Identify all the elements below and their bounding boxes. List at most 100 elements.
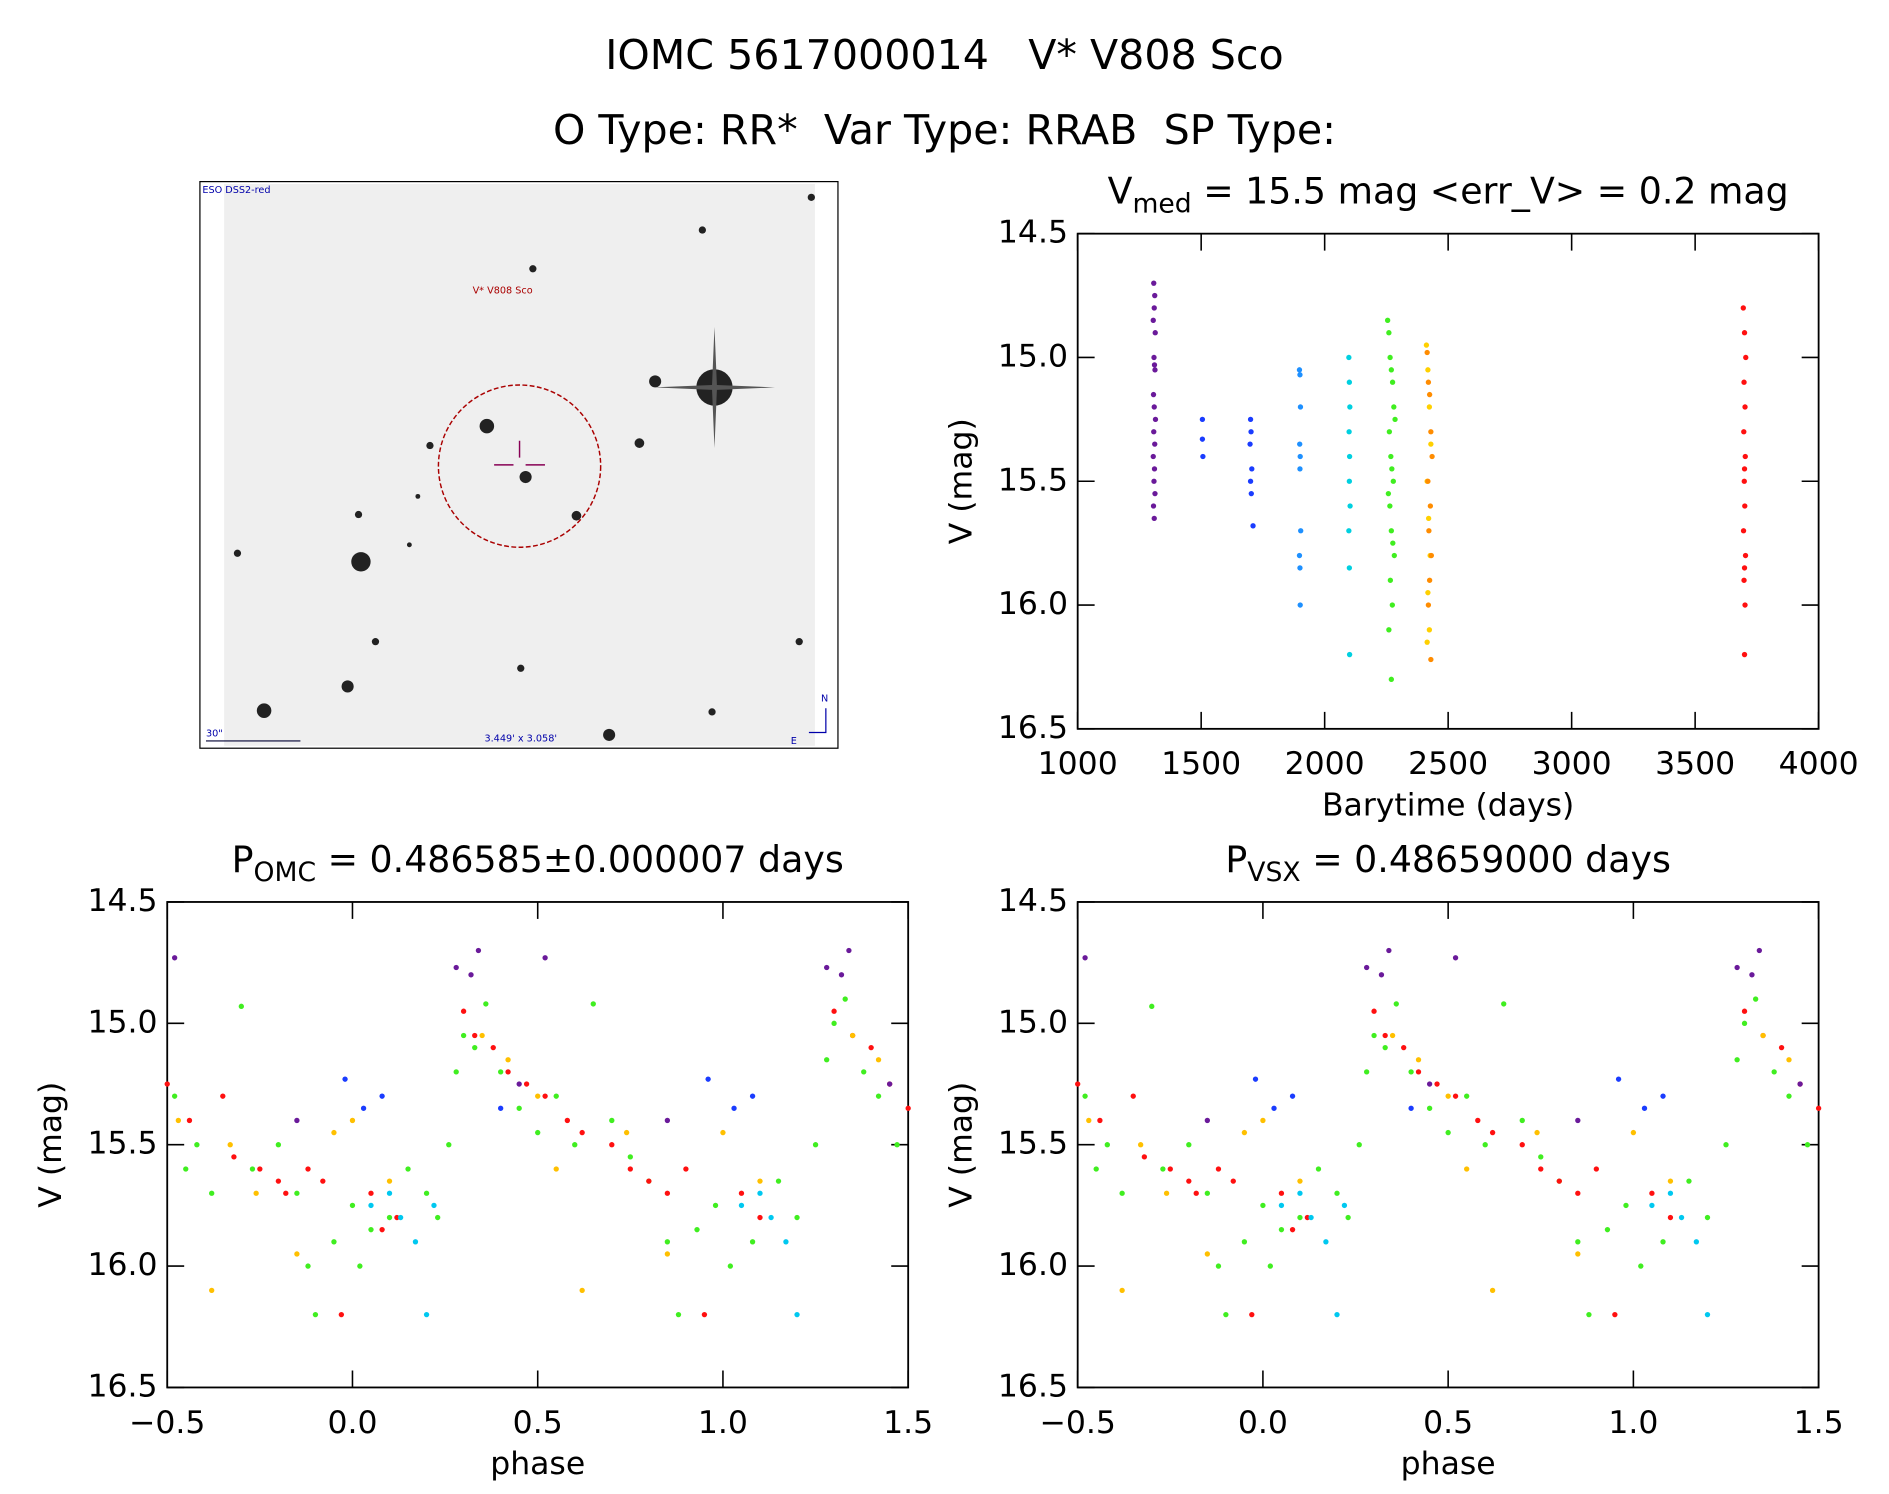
data-point xyxy=(542,1093,548,1099)
data-point xyxy=(368,1202,374,1209)
data-point xyxy=(579,1129,585,1136)
data-point xyxy=(460,1032,467,1039)
data-point xyxy=(1756,947,1763,954)
data-point xyxy=(1389,602,1395,608)
data-point xyxy=(1425,367,1431,373)
data-point xyxy=(627,1166,633,1172)
data-point xyxy=(757,1178,763,1184)
data-point xyxy=(1760,1032,1766,1039)
data-point xyxy=(1538,1154,1544,1160)
data-point xyxy=(838,972,845,978)
y-tick-label: 15.0 xyxy=(998,1004,1068,1040)
data-point xyxy=(1615,1076,1622,1082)
north-label: N xyxy=(821,694,828,705)
data-point xyxy=(1734,964,1740,971)
data-point xyxy=(535,1129,541,1136)
title-part: V xyxy=(1108,170,1133,213)
data-point xyxy=(1315,1166,1322,1172)
title-part: P xyxy=(232,838,254,881)
data-point xyxy=(1392,416,1398,423)
x-tick-label: 1.0 xyxy=(1608,1405,1658,1441)
data-point xyxy=(1075,1081,1081,1087)
data-point xyxy=(1297,1178,1303,1184)
data-point xyxy=(1742,453,1748,460)
x-tick-label: 1500 xyxy=(1161,746,1241,782)
data-point xyxy=(1356,1142,1362,1148)
x-tick-label: 0.5 xyxy=(1423,1405,1473,1441)
plot-frame xyxy=(1076,232,1820,730)
data-point xyxy=(553,1093,559,1099)
data-point xyxy=(1425,602,1432,608)
page-subtitle: O Type: RR* Var Type: RRAB SP Type: xyxy=(553,106,1336,154)
data-point xyxy=(727,1263,734,1269)
data-point xyxy=(1723,1142,1729,1148)
data-point xyxy=(749,1093,756,1099)
data-point xyxy=(283,1190,289,1196)
data-point xyxy=(1742,552,1749,559)
data-point xyxy=(1104,1142,1110,1148)
data-point xyxy=(1384,317,1391,323)
data-point xyxy=(1346,379,1353,385)
data-point xyxy=(1298,528,1304,534)
data-point xyxy=(1741,429,1747,435)
data-point xyxy=(675,1311,682,1318)
data-point xyxy=(768,1214,774,1221)
y-tick-label: 14.5 xyxy=(998,883,1068,919)
data-point xyxy=(1623,1202,1629,1209)
data-point xyxy=(1346,528,1352,534)
data-point xyxy=(1428,552,1435,559)
data-point xyxy=(1278,1227,1285,1233)
data-point xyxy=(1193,1190,1199,1196)
data-point xyxy=(875,1093,882,1099)
data-point xyxy=(164,1081,170,1087)
data-point xyxy=(523,1081,530,1087)
data-point xyxy=(1097,1117,1103,1124)
data-point xyxy=(1289,1093,1296,1099)
data-point xyxy=(886,1081,893,1087)
data-point xyxy=(1425,590,1431,596)
data-point xyxy=(1241,1129,1248,1136)
data-point xyxy=(1388,676,1395,682)
data-point xyxy=(1649,1190,1655,1196)
data-point xyxy=(1230,1178,1236,1184)
y-tick-label: 14.5 xyxy=(998,215,1068,251)
data-point xyxy=(275,1142,282,1148)
data-point xyxy=(516,1081,522,1087)
title-part: = 0.48659000 days xyxy=(1301,838,1671,881)
title-part: = 15.5 mag <err_V> = 0.2 mag xyxy=(1192,170,1789,213)
data-point xyxy=(1741,1020,1748,1027)
data-point xyxy=(379,1093,385,1099)
data-point xyxy=(1378,972,1385,978)
data-point xyxy=(1386,947,1392,954)
data-point xyxy=(1252,1076,1259,1082)
data-point xyxy=(483,1001,489,1007)
data-point xyxy=(1415,1069,1422,1075)
data-point xyxy=(1391,404,1397,410)
data-point xyxy=(368,1190,374,1196)
data-point xyxy=(357,1263,363,1269)
data-point xyxy=(1427,503,1434,509)
data-point xyxy=(694,1227,700,1233)
data-point xyxy=(868,1044,874,1051)
data-point xyxy=(1199,416,1206,423)
data-point xyxy=(1388,367,1395,373)
data-point xyxy=(1334,1311,1340,1318)
data-point xyxy=(535,1093,541,1099)
data-point xyxy=(1215,1166,1222,1172)
data-point xyxy=(1742,404,1748,410)
y-tick-label: 16.0 xyxy=(87,1247,157,1283)
data-point xyxy=(227,1142,233,1148)
data-point xyxy=(1137,1142,1144,1148)
data-point xyxy=(1740,305,1746,311)
data-point xyxy=(1200,453,1206,460)
data-point xyxy=(1743,354,1749,361)
data-point xyxy=(1741,651,1748,658)
data-point xyxy=(368,1227,374,1233)
data-point xyxy=(905,1105,911,1111)
data-point xyxy=(1160,1166,1166,1172)
data-point xyxy=(1693,1239,1700,1245)
data-point xyxy=(1586,1311,1592,1318)
data-point xyxy=(472,1032,478,1039)
title-part: VSX xyxy=(1247,856,1300,887)
